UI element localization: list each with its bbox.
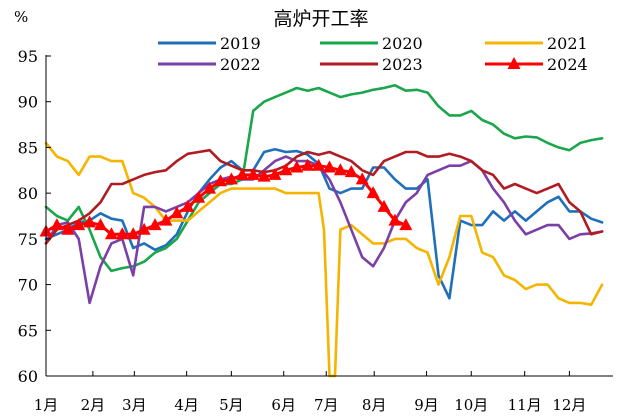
y-axis-unit-label: % <box>14 8 28 26</box>
series-2024-point <box>159 213 173 226</box>
series-2024-point <box>83 215 97 228</box>
series-2024-point <box>170 206 184 219</box>
series-2024-point <box>115 227 129 240</box>
axes: 60 65 70 75 80 85 90 95 1月 2月 3月 4月 5月 6月 7月 8月 9月 10月 11月… <box>18 47 613 414</box>
series-2024-point <box>104 227 118 240</box>
series-group <box>39 84 604 378</box>
legend: 2019 2020 2021 2022 2023 2024 <box>158 34 588 74</box>
x-tick-label: 12月 <box>552 396 586 414</box>
x-tick-label: 10月 <box>454 396 488 414</box>
series-2020-line <box>44 84 604 273</box>
x-tick-label: 2月 <box>81 396 106 414</box>
legend-item-2023-label: 2023 <box>382 55 423 74</box>
legend-item-2021-label: 2021 <box>547 34 588 53</box>
series-2024-point <box>235 167 249 180</box>
x-tick-label: 9月 <box>414 396 439 414</box>
legend-item-2020-label: 2020 <box>382 34 423 53</box>
series-2024-point <box>377 199 391 212</box>
y-tick-label: 95 <box>18 47 38 66</box>
series-2024-point <box>399 218 413 231</box>
series-2024-point <box>257 169 271 182</box>
series-2024-point <box>366 186 380 199</box>
y-tick-label: 70 <box>18 276 38 295</box>
x-tick-label: 6月 <box>271 396 296 414</box>
y-tick-label: 85 <box>18 138 38 157</box>
series-2023-line <box>44 148 604 245</box>
series-2024-point <box>181 199 195 212</box>
series-2024-point <box>213 174 227 187</box>
series-2024-point <box>301 158 315 171</box>
series-2024-point <box>192 190 206 203</box>
y-tick-label: 60 <box>18 367 38 386</box>
series-2024-point <box>290 160 304 173</box>
series-2024-point <box>148 218 162 231</box>
series-2024-point <box>61 222 75 235</box>
chart-title: 高炉开工率 <box>273 8 368 30</box>
legend-item-2019-label: 2019 <box>220 34 261 53</box>
x-tick-label: 5月 <box>219 396 244 414</box>
series-2024-point <box>94 218 108 231</box>
series-2024-point <box>72 218 86 231</box>
series-2024-point <box>355 172 369 185</box>
x-tick-label: 8月 <box>362 396 387 414</box>
x-tick-label: 1月 <box>34 396 59 414</box>
series-2024-point <box>388 213 402 226</box>
series-2024-point <box>312 158 326 171</box>
series-2024-point <box>137 222 151 235</box>
legend-item-2024-marker <box>507 57 521 69</box>
y-tick-label: 75 <box>18 230 38 249</box>
y-tick-label: 80 <box>18 184 38 203</box>
series-2024-point <box>246 167 260 180</box>
series-2024-point <box>268 167 282 180</box>
y-tick-label: 65 <box>18 321 38 340</box>
x-tick-label: 11月 <box>508 396 542 414</box>
series-2024-point <box>279 163 293 176</box>
series-2024-point <box>344 165 358 178</box>
series-2021-line <box>44 141 604 378</box>
plot-area: 60 65 70 75 80 85 90 95 1月 2月 3月 4月 5月 6月 7月 8月 9月 10月 11月… <box>18 47 613 414</box>
series-2024-point <box>333 163 347 176</box>
x-tick-label: 3月 <box>122 396 147 414</box>
series-2024-point <box>50 218 64 231</box>
x-tick-label: 7月 <box>314 396 339 414</box>
series-2024-point <box>126 227 140 240</box>
series-2024-point <box>323 160 336 173</box>
series-2022-line <box>44 155 604 305</box>
legend-item-2024-label: 2024 <box>547 55 588 74</box>
x-tick-label: 4月 <box>174 396 199 414</box>
legend-item-2022-label: 2022 <box>220 55 261 74</box>
y-tick-label: 90 <box>18 93 38 112</box>
series-2024-point <box>203 181 217 194</box>
series-2024-point <box>224 172 238 185</box>
